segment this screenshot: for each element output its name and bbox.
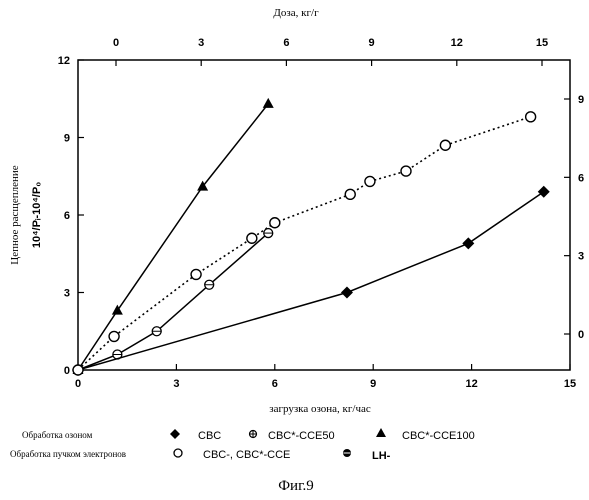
bottom-axis-label: загрузка озона, кг/час: [269, 403, 371, 415]
bottom-tick-label: 3: [173, 378, 179, 390]
right-tick-label: 9: [578, 94, 584, 106]
data-point-cbc-cbc-cce: [345, 189, 355, 199]
legend-item-cbc: CBC: [198, 430, 221, 442]
top-tick-label: 9: [369, 37, 375, 49]
legend: Обработка озоном CBC CBC*-CCE50 CBC*-CCE…: [10, 428, 475, 462]
series-line-cbc-cce100: [78, 104, 268, 370]
top-axis-ticks: 0 3 6 9 12 15: [113, 37, 548, 66]
data-point-cbc-cce50: [264, 229, 273, 238]
left-axis-label: Цепное расщепление: [9, 165, 21, 265]
data-point-cbc-cbc-cce: [526, 112, 536, 122]
plot-frame: [78, 60, 570, 370]
legend-open-circle-marker: [174, 449, 182, 457]
bottom-tick-label: 6: [272, 378, 278, 390]
legend-ozone-label: Обработка озоном: [22, 430, 93, 440]
left-tick-label: 3: [64, 288, 70, 300]
legend-item-cbc-cce100: CBC*-CCE100: [402, 430, 475, 442]
data-point-cbc-cbc-cce: [270, 218, 280, 228]
right-tick-label: 0: [578, 329, 584, 341]
top-tick-label: 12: [451, 37, 463, 49]
data-point-cbc-cce50: [152, 327, 161, 336]
left-tick-label: 12: [58, 55, 70, 67]
legend-filled-circle-marker: [343, 449, 351, 457]
data-point-cbc-cbc-cce: [440, 140, 450, 150]
top-tick-label: 3: [198, 37, 204, 49]
left-tick-label: 0: [64, 365, 70, 377]
bottom-tick-label: 12: [465, 378, 477, 390]
legend-triangle-marker: [376, 428, 386, 437]
legend-diamond-marker: [170, 429, 180, 439]
right-tick-label: 6: [578, 172, 584, 184]
top-axis-label: Доза, кг/г: [273, 7, 319, 19]
legend-item-cbc-cce: CBC-, CBC*-CCE: [203, 449, 290, 461]
left-axis-formula: 10⁴/Pᵢ-10⁴/P₀: [31, 182, 43, 248]
top-tick-label: 15: [536, 37, 548, 49]
data-point-cbc: [462, 237, 474, 249]
top-tick-label: 0: [113, 37, 119, 49]
bottom-tick-label: 0: [75, 378, 81, 390]
left-tick-label: 6: [64, 210, 70, 222]
legend-circle-cross-marker: [250, 431, 257, 438]
series-layer: [72, 98, 550, 376]
data-point-cbc-cbc-cce: [247, 233, 257, 243]
bottom-tick-label: 15: [564, 378, 576, 390]
left-axis-ticks: 0 3 6 9 12: [58, 55, 84, 377]
series-line-cbc-cce50: [78, 233, 268, 370]
data-point-cbc: [538, 186, 550, 198]
figure-caption: Фиг.9: [278, 478, 314, 494]
series-line-cbc: [78, 192, 544, 370]
data-point-cbc-cbc-cce: [73, 365, 83, 375]
top-tick-label: 6: [283, 37, 289, 49]
data-point-cbc-cbc-cce: [401, 166, 411, 176]
data-point-cbc-cce50: [205, 280, 214, 289]
legend-item-lh: LH-: [372, 450, 391, 462]
right-tick-label: 3: [578, 251, 584, 263]
data-point-cbc-cbc-cce: [365, 176, 375, 186]
left-tick-label: 9: [64, 133, 70, 145]
right-axis-ticks: 0 3 6 9: [564, 94, 584, 341]
legend-item-cbc-cce50: CBC*-CCE50: [268, 430, 335, 442]
data-point-cbc-cbc-cce: [109, 331, 119, 341]
bottom-tick-label: 9: [370, 378, 376, 390]
data-point-cbc-cce100: [263, 98, 274, 108]
data-point-cbc-cbc-cce: [191, 269, 201, 279]
data-point-cbc: [341, 287, 353, 299]
legend-ebeam-label: Обработка пучком электронов: [10, 449, 126, 459]
bottom-axis-ticks: 0 3 6 9 12 15: [75, 364, 576, 390]
